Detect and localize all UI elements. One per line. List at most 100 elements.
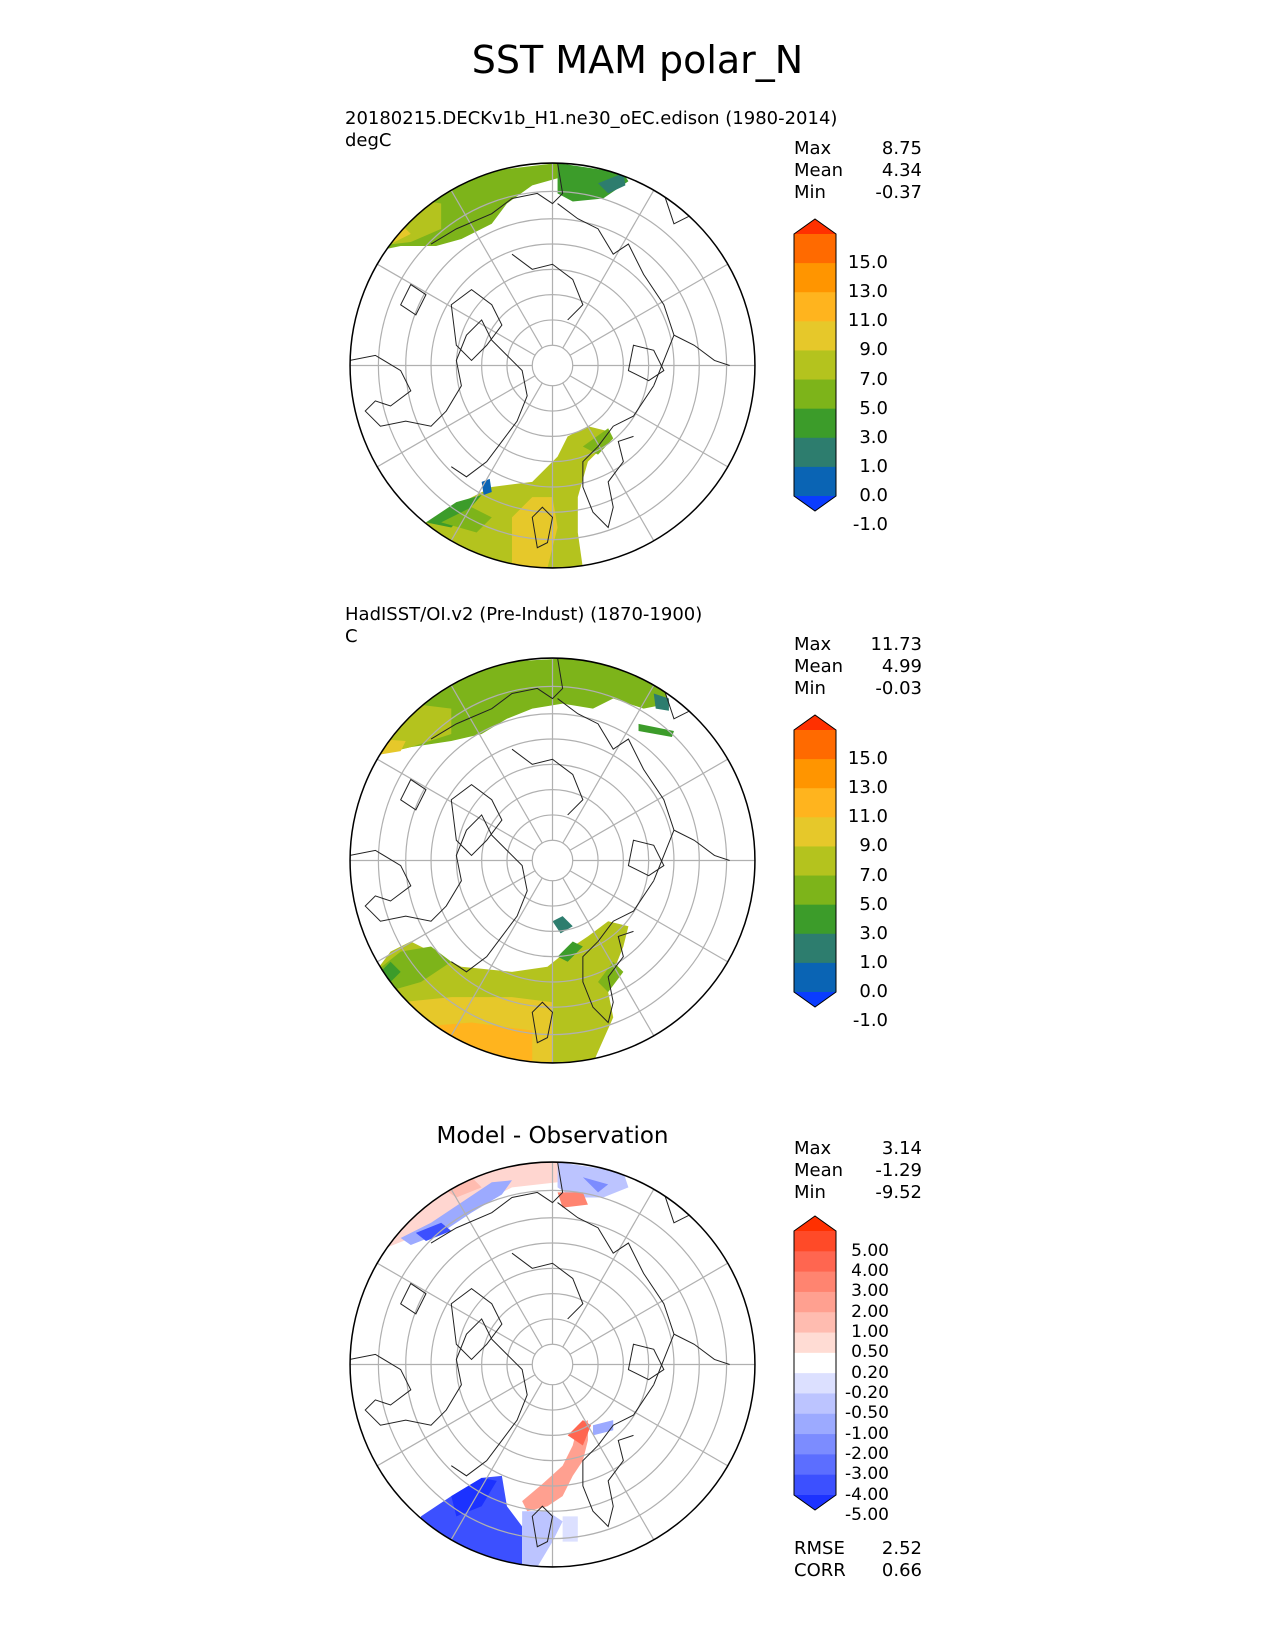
model-min-label: Min bbox=[794, 182, 826, 203]
obs-graticule bbox=[350, 658, 755, 1063]
colorbar-bin bbox=[794, 904, 836, 935]
obs-min-label: Min bbox=[794, 678, 826, 699]
colorbar-bin bbox=[794, 1393, 836, 1415]
rmse-value: 2.52 bbox=[881, 1538, 922, 1559]
colorbar-tick-label: -1.0 bbox=[852, 1010, 888, 1032]
colorbar-extend-top bbox=[794, 219, 836, 234]
colorbar-outline bbox=[793, 218, 837, 512]
model-pacific-sst bbox=[358, 163, 629, 275]
colorbar-bin bbox=[794, 933, 836, 964]
model-polar-map bbox=[349, 162, 756, 569]
obs-mean-value: 4.99 bbox=[881, 656, 922, 677]
diff-min-label: Min bbox=[794, 1182, 826, 1203]
model-map-frame bbox=[349, 162, 756, 569]
obs-min-value: -0.03 bbox=[875, 678, 922, 699]
colorbar-bin bbox=[794, 730, 836, 760]
colorbar-tick-label: 0.50 bbox=[851, 1342, 889, 1363]
model-max-value: 8.75 bbox=[881, 138, 922, 159]
colorbar-tick-label: 5.0 bbox=[859, 893, 888, 915]
colorbar-tick-label: -1.00 bbox=[845, 1423, 889, 1444]
obs-colorbar bbox=[793, 714, 837, 1008]
diff-graticule bbox=[350, 1162, 755, 1567]
model-colorbar bbox=[793, 218, 837, 512]
colorbar-extend-top bbox=[794, 715, 836, 730]
colorbar-tick-label: -0.20 bbox=[845, 1382, 889, 1403]
model-graticule bbox=[350, 163, 755, 568]
colorbar-tick-label: -5.00 bbox=[845, 1504, 889, 1525]
diff-mean-value: -1.29 bbox=[875, 1160, 922, 1181]
colorbar-bin bbox=[794, 1291, 836, 1313]
colorbar-outline bbox=[793, 1215, 837, 1511]
colorbar-tick-label: 1.0 bbox=[859, 951, 888, 973]
colorbar-bin bbox=[794, 1251, 836, 1273]
colorbar-extend-top bbox=[794, 1216, 836, 1231]
colorbar-tick-label: 3.0 bbox=[859, 922, 888, 944]
diff-polar-map bbox=[349, 1161, 756, 1568]
colorbar-tick-label: 15.0 bbox=[847, 252, 888, 274]
colorbar-bin bbox=[794, 321, 836, 351]
colorbar-bin bbox=[794, 408, 836, 439]
colorbar-tick-label: 15.0 bbox=[847, 748, 888, 770]
obs-title: HadISST/OI.v2 (Pre-Indust) (1870-1900) C bbox=[345, 604, 702, 648]
colorbar-bin bbox=[794, 962, 836, 993]
colorbar-bin bbox=[794, 817, 836, 847]
obs-title-text: HadISST/OI.v2 (Pre-Indust) (1870-1900) bbox=[345, 604, 703, 625]
colorbar-extend-bottom bbox=[794, 992, 836, 1007]
colorbar-bin bbox=[794, 350, 836, 381]
colorbar-tick-label: 2.00 bbox=[851, 1301, 889, 1322]
colorbar-bin bbox=[794, 466, 836, 497]
colorbar-tick-label: 13.0 bbox=[847, 777, 888, 799]
diff-metrics: RMSE 2.52 CORR 0.66 bbox=[794, 1538, 922, 1582]
obs-units: C bbox=[345, 626, 358, 647]
diff-map-frame bbox=[349, 1161, 756, 1568]
colorbar-bin bbox=[794, 1413, 836, 1435]
obs-map-frame bbox=[349, 657, 756, 1064]
diff-max-value: 3.14 bbox=[881, 1138, 922, 1159]
obs-atlantic-sst bbox=[375, 916, 629, 1063]
model-stats: Max 8.75 Mean 4.34 Min -0.37 bbox=[794, 138, 922, 204]
colorbar-tick-label: -0.50 bbox=[845, 1403, 889, 1424]
diff-title: Model - Observation bbox=[436, 1123, 669, 1149]
model-min-value: -0.37 bbox=[875, 182, 922, 203]
diff-max-label: Max bbox=[794, 1138, 832, 1159]
colorbar-bin bbox=[794, 1454, 836, 1476]
colorbar-tick-label: -3.00 bbox=[845, 1464, 889, 1485]
diff-colorbar bbox=[793, 1215, 837, 1511]
diff-atlantic-bias bbox=[420, 1420, 614, 1567]
colorbar-bin bbox=[794, 263, 836, 293]
obs-coastlines bbox=[350, 658, 730, 1044]
colorbar-bin bbox=[794, 846, 836, 877]
diff-stats: Max 3.14 Mean -1.29 Min -9.52 bbox=[794, 1138, 922, 1204]
obs-polar-map bbox=[349, 657, 756, 1064]
figure-title: SST MAM polar_N bbox=[471, 38, 804, 82]
colorbar-tick-label: 0.0 bbox=[859, 485, 888, 506]
colorbar-bin bbox=[794, 1271, 836, 1293]
model-title-text: 20180215.DECKv1b_H1.ne30_oEC.edison (198… bbox=[345, 108, 838, 129]
colorbar-bin bbox=[794, 759, 836, 789]
colorbar-bin bbox=[794, 1231, 836, 1252]
colorbar-bin bbox=[794, 379, 836, 410]
colorbar-bin bbox=[794, 292, 836, 322]
colorbar-extend-bottom bbox=[794, 496, 836, 511]
model-units: degC bbox=[345, 130, 392, 151]
colorbar-tick-label: 9.0 bbox=[859, 339, 888, 361]
corr-label: CORR bbox=[794, 1560, 846, 1581]
diff-coastlines bbox=[350, 1162, 730, 1548]
colorbar-tick-label: 3.00 bbox=[851, 1281, 889, 1302]
colorbar-tick-label: 4.00 bbox=[851, 1261, 889, 1282]
obs-stats: Max 11.73 Mean 4.99 Min -0.03 bbox=[794, 634, 922, 700]
colorbar-bin bbox=[794, 1332, 836, 1354]
colorbar-tick-label: 13.0 bbox=[847, 281, 888, 303]
colorbar-tick-label: 3.0 bbox=[859, 426, 888, 448]
colorbar-tick-label: 7.0 bbox=[859, 368, 888, 390]
colorbar-bin bbox=[794, 1474, 836, 1496]
colorbar-outline bbox=[793, 714, 837, 1008]
obs-mean-label: Mean bbox=[794, 656, 844, 677]
colorbar-bin bbox=[794, 1312, 836, 1334]
colorbar-tick-label: 0.0 bbox=[859, 981, 888, 1002]
colorbar-extend-bottom bbox=[794, 1495, 836, 1510]
colorbar-bin bbox=[794, 437, 836, 468]
colorbar-bin bbox=[794, 234, 836, 264]
colorbar-tick-label: 11.0 bbox=[847, 806, 888, 828]
model-mean-label: Mean bbox=[794, 160, 844, 181]
